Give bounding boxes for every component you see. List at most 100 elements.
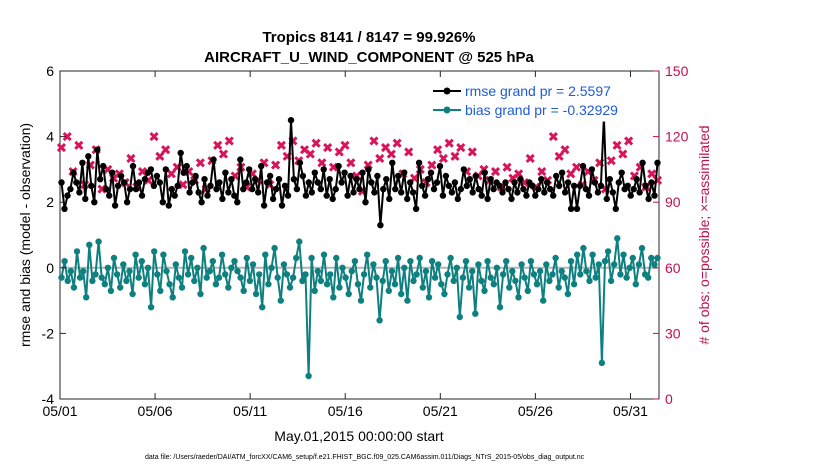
bias-point <box>431 274 439 281</box>
obs-assimilated-marker <box>149 132 159 142</box>
bias-point <box>407 258 414 265</box>
rmse-point <box>427 169 435 176</box>
obs-assimilated-marker <box>305 149 315 159</box>
bias-point <box>574 251 581 258</box>
rmse-point <box>421 192 429 199</box>
rmse-point <box>344 192 351 199</box>
bias-point <box>391 281 399 288</box>
obs-assimilated-marker <box>606 156 616 166</box>
rmse-point <box>362 199 369 206</box>
bias-point <box>444 271 451 278</box>
bias-point <box>166 281 173 288</box>
rmse-point <box>338 179 345 186</box>
x-tick-label: 05/16 <box>328 403 363 419</box>
obs-assimilated-marker <box>554 151 564 161</box>
y-tick-label: 2 <box>46 194 54 210</box>
bias-point <box>286 284 294 291</box>
bias-point <box>632 281 639 288</box>
rmse-point <box>582 185 590 193</box>
bias-point <box>330 294 337 301</box>
bias-point <box>512 277 519 285</box>
obs-assimilated-marker <box>155 151 165 161</box>
rmse-point <box>484 195 491 203</box>
bias-point <box>178 284 186 291</box>
obs-assimilated-marker <box>537 167 547 177</box>
rmse-point <box>594 189 602 196</box>
rmse-point <box>332 185 339 193</box>
bias-point <box>268 264 275 271</box>
bias-point <box>543 261 550 268</box>
bias-point <box>222 271 229 278</box>
y-axis-label: rmse and bias (model - observation) <box>17 123 33 347</box>
x-tick-label: 05/11 <box>233 403 267 419</box>
rmse-point <box>198 199 205 206</box>
obs-assimilated-marker <box>490 167 501 177</box>
obs-assimilated-marker <box>195 158 205 168</box>
rmse-point <box>85 153 92 160</box>
bias-point <box>465 284 473 291</box>
rmse-point <box>591 179 599 186</box>
rmse-point <box>216 179 223 186</box>
rmse-point <box>94 146 101 153</box>
bias-point <box>518 261 525 268</box>
bias-point <box>441 290 448 298</box>
rmse-point <box>445 182 453 189</box>
rmse-point <box>132 185 140 193</box>
rmse-point <box>475 185 482 193</box>
chart-subtitle: AIRCRAFT_U_WIND_COMPONENT @ 525 hPa <box>204 49 534 66</box>
bias-point <box>107 287 115 294</box>
rmse-point <box>359 169 366 176</box>
obs-assimilated-marker <box>375 153 385 164</box>
rmse-point <box>255 189 262 196</box>
bias-point <box>218 251 226 258</box>
obs-assimilated-marker <box>161 145 171 155</box>
rmse-point <box>213 185 220 193</box>
rmse-point <box>430 185 438 193</box>
rmse-point <box>249 185 256 193</box>
rmse-point <box>180 169 187 176</box>
bias-point <box>64 277 71 285</box>
rmse-point <box>448 189 456 196</box>
rmse-point <box>553 172 560 180</box>
rmse-point <box>418 182 426 189</box>
bias-point <box>370 261 377 268</box>
rmse-point <box>541 189 548 196</box>
bias-point <box>277 297 284 304</box>
bias-point <box>203 274 210 281</box>
bias-point <box>570 281 578 288</box>
rmse-point <box>341 169 348 176</box>
rmse-point <box>615 179 622 186</box>
bias-point <box>360 271 368 278</box>
rmse-point <box>219 195 226 203</box>
obs-assimilated-marker <box>456 142 466 153</box>
y-tick-label: -4 <box>42 391 55 407</box>
bias-point <box>147 304 155 311</box>
bias-point <box>357 297 365 304</box>
rmse-point <box>439 192 447 199</box>
bias-point <box>160 251 167 258</box>
rmse-point <box>183 162 190 170</box>
x-axis-label: May.01,2015 00:00:00 start <box>274 428 444 444</box>
rmse-point <box>210 156 217 163</box>
obs-assimilated-marker <box>369 136 379 146</box>
bias-point <box>509 267 516 275</box>
rmse-point <box>314 179 321 186</box>
bias-point <box>342 274 349 281</box>
bias-point <box>567 258 575 265</box>
obs-assimilated-marker <box>74 140 84 150</box>
bias-point <box>336 284 343 291</box>
rmse-point <box>302 192 310 199</box>
rmse-point <box>76 189 83 196</box>
bias-point <box>172 261 179 268</box>
rmse-point <box>335 162 342 170</box>
bias-point <box>546 277 553 285</box>
obs-markers-layer <box>56 132 663 196</box>
bias-point <box>583 267 590 275</box>
rmse-point <box>472 172 479 180</box>
bias-point <box>453 264 460 271</box>
bias-point <box>589 251 596 258</box>
bias-point <box>623 274 630 281</box>
bias-point <box>289 274 297 281</box>
rmse-point <box>231 192 238 199</box>
rmse-point <box>481 169 488 176</box>
